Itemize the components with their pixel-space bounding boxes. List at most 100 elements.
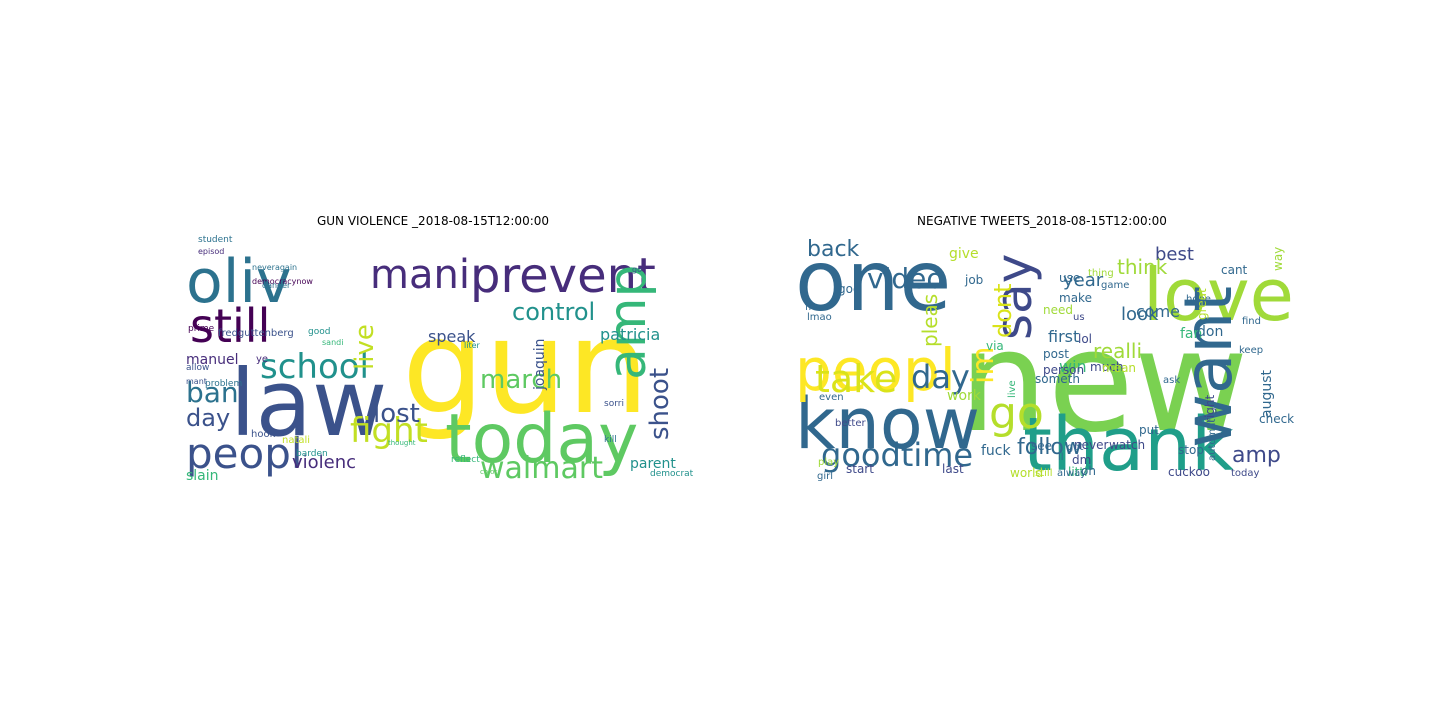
left-word-speak: speak bbox=[428, 327, 476, 346]
right-word-first: first bbox=[1048, 327, 1079, 346]
right-word-video: video bbox=[867, 262, 943, 295]
left-word-fredguttenberg: fredguttenberg bbox=[218, 328, 294, 339]
left-word-prevent: prevent bbox=[470, 248, 656, 304]
right-word-much: much bbox=[1090, 360, 1124, 374]
right-word-fuck: fuck bbox=[981, 443, 1011, 459]
right-word-mean: mean bbox=[1102, 361, 1136, 375]
left-word-democracynow: democracynow bbox=[252, 277, 313, 286]
left-word-go: go bbox=[632, 265, 642, 274]
right-word-im: im bbox=[966, 346, 1001, 384]
right-word-use: use bbox=[1059, 271, 1080, 285]
right-word-someth: someth bbox=[1035, 372, 1080, 386]
left-word-lost: lost bbox=[373, 399, 420, 429]
right-word-watch: watch bbox=[1109, 438, 1145, 452]
left-wordcloud-title: GUN VIOLENCE _2018-08-15T12:00:00 bbox=[316, 214, 550, 228]
right-wordcloud-title: NEGATIVE TWEETS_2018-08-15T12:00:00 bbox=[917, 214, 1167, 228]
right-word-today: today bbox=[1231, 468, 1260, 479]
left-word-democrat: democrat bbox=[650, 469, 694, 479]
left-word-joaquin: joaquin bbox=[532, 338, 548, 391]
left-word-oliv: oliv bbox=[186, 247, 292, 317]
left-word-gun: gun bbox=[402, 291, 649, 443]
right-word-go: go bbox=[989, 388, 1044, 439]
right-word-job: job bbox=[964, 273, 983, 287]
right-word-world: world bbox=[1010, 466, 1043, 480]
left-wordcloud: gun law today oliv prevent still peopl school ma… bbox=[180, 230, 698, 486]
left-word-ye: ye bbox=[256, 354, 268, 365]
left-word-neveragain: neveragain bbox=[252, 263, 297, 272]
right-word-say: say bbox=[985, 254, 1043, 340]
right-word-know: know bbox=[795, 383, 980, 465]
right-word-person: person bbox=[1043, 363, 1084, 377]
right-word-give: give bbox=[949, 246, 979, 262]
right-word-lmao: lmao bbox=[807, 312, 832, 323]
left-word-reflect: reflect bbox=[451, 455, 480, 465]
right-word-goodtime: goodtime bbox=[821, 436, 973, 474]
right-word-god: god bbox=[838, 282, 861, 296]
right-word-post: post bbox=[1043, 347, 1069, 361]
right-word-better: better bbox=[835, 418, 866, 429]
left-word-episod: episod bbox=[198, 247, 224, 256]
right-word-ask: ask bbox=[1163, 375, 1180, 386]
left-word-shoot: shoot bbox=[645, 368, 675, 440]
right-word-love: love bbox=[1143, 253, 1294, 337]
right-word-automat: automat bbox=[1207, 419, 1218, 461]
right-word-stop: stop bbox=[1178, 443, 1204, 457]
right-word-thank: thank bbox=[1023, 402, 1234, 482]
left-word-mani: mani bbox=[370, 252, 470, 298]
left-word-slain: slain bbox=[186, 468, 219, 482]
right-word-take: take bbox=[815, 357, 897, 401]
left-word-still: still bbox=[190, 299, 270, 353]
left-word-liter: liter bbox=[464, 341, 481, 350]
right-word-need: need bbox=[1043, 303, 1073, 317]
right-word-play: play bbox=[818, 457, 839, 468]
right-word-us: us bbox=[1073, 312, 1085, 323]
right-word-put: put bbox=[1139, 423, 1159, 437]
left-word-amp: amp bbox=[598, 264, 658, 380]
right-word-right: right bbox=[1203, 395, 1217, 423]
right-word-realli: realli bbox=[1093, 339, 1142, 363]
right-word-cuckoo: cuckoo bbox=[1168, 465, 1210, 479]
right-word-fan: fan bbox=[1180, 326, 1202, 342]
right-word-start: start bbox=[846, 462, 874, 476]
right-word-way: way bbox=[1271, 247, 1285, 271]
right-word-make: make bbox=[1059, 291, 1092, 305]
right-word-follow: follow bbox=[1017, 435, 1082, 460]
left-word-thought: thought bbox=[388, 439, 416, 447]
right-word-cant: cant bbox=[1221, 263, 1248, 277]
right-word-even: even bbox=[819, 392, 844, 403]
left-word-sorri: sorri bbox=[604, 399, 624, 409]
left-word-march: march bbox=[480, 365, 562, 395]
right-word-ll: ll bbox=[1058, 452, 1064, 463]
right-word-got: got bbox=[1067, 442, 1083, 453]
left-word-parent: parent bbox=[630, 456, 676, 472]
right-word-game: game bbox=[1101, 280, 1129, 291]
left-word-law: law bbox=[230, 350, 387, 457]
left-word-natali: natali bbox=[282, 435, 310, 446]
left-word-patricia: patricia bbox=[600, 325, 660, 344]
right-word-come: come bbox=[1136, 302, 1180, 321]
left-word-fight: fight bbox=[350, 411, 428, 451]
right-word-look: look bbox=[1121, 304, 1159, 325]
left-word-ban: ban bbox=[186, 376, 239, 409]
left-word-school: school bbox=[260, 347, 369, 387]
right-word-via: via bbox=[986, 339, 1004, 353]
right-word-girl: girl bbox=[817, 471, 833, 482]
right-word-peopl: peopl bbox=[795, 336, 956, 404]
left-word-color: color bbox=[480, 468, 497, 476]
left-word-sandi: sandi bbox=[322, 338, 343, 347]
left-word-control: control bbox=[512, 298, 595, 326]
left-word-student: student bbox=[198, 235, 233, 245]
right-word-find: find bbox=[1242, 316, 1261, 327]
right-word-thing: thing bbox=[1088, 268, 1114, 279]
right-word-littl: littl bbox=[1068, 465, 1087, 479]
left-word-danger: danger bbox=[262, 281, 291, 290]
left-word-allow: allow bbox=[186, 363, 209, 373]
right-word-year: year bbox=[1063, 270, 1104, 291]
right-word-live: live bbox=[1007, 380, 1018, 398]
left-word-peopl: peopl bbox=[186, 429, 303, 478]
left-word-violenc: violenc bbox=[292, 452, 356, 473]
right-word-best: best bbox=[1155, 244, 1194, 265]
left-word-manuel: manuel bbox=[186, 352, 238, 368]
